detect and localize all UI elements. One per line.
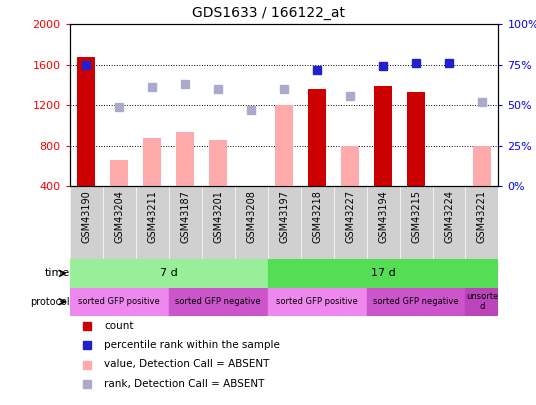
Text: rank, Detection Call = ABSENT: rank, Detection Call = ABSENT [104, 379, 264, 389]
Bar [70, 259, 267, 288]
Bar [267, 186, 301, 259]
Text: count: count [104, 321, 133, 330]
Text: protocol: protocol [30, 297, 70, 307]
Text: GSM43218: GSM43218 [312, 190, 322, 243]
Bar [77, 57, 95, 186]
Text: unsorte
d: unsorte d [466, 292, 498, 311]
Text: value, Detection Call = ABSENT: value, Detection Call = ABSENT [104, 360, 270, 369]
Bar [103, 186, 136, 259]
Text: GSM43224: GSM43224 [444, 190, 454, 243]
Text: GSM43221: GSM43221 [477, 190, 487, 243]
Bar [308, 89, 326, 186]
Bar [333, 186, 367, 259]
Bar [465, 288, 498, 316]
Bar [169, 288, 267, 316]
Text: GSM43190: GSM43190 [81, 190, 91, 243]
Bar [341, 146, 359, 186]
Text: GSM43215: GSM43215 [411, 190, 421, 243]
Text: time: time [44, 269, 70, 278]
Text: 7 d: 7 d [160, 269, 177, 278]
Text: GSM43187: GSM43187 [180, 190, 190, 243]
Text: GSM43201: GSM43201 [213, 190, 223, 243]
Bar [267, 259, 498, 288]
Bar [70, 186, 103, 259]
Text: sorted GFP negative: sorted GFP negative [373, 297, 459, 306]
Bar [301, 186, 333, 259]
Bar [169, 186, 202, 259]
Text: GSM43194: GSM43194 [378, 190, 388, 243]
Text: GSM43227: GSM43227 [345, 190, 355, 243]
Bar [143, 138, 161, 186]
Bar [275, 105, 293, 186]
Bar [136, 186, 169, 259]
Text: GSM43204: GSM43204 [114, 190, 124, 243]
Bar [473, 146, 491, 186]
Text: sorted GFP positive: sorted GFP positive [78, 297, 160, 306]
Text: 17 d: 17 d [371, 269, 396, 278]
Bar [209, 140, 227, 186]
Bar [433, 186, 465, 259]
Text: percentile rank within the sample: percentile rank within the sample [104, 340, 280, 350]
Bar [235, 186, 267, 259]
Bar [202, 186, 235, 259]
Text: GSM43197: GSM43197 [279, 190, 289, 243]
Bar [374, 86, 392, 186]
Bar [70, 288, 169, 316]
Bar [465, 186, 498, 259]
Bar [367, 186, 399, 259]
Bar [176, 132, 194, 186]
Text: sorted GFP positive: sorted GFP positive [276, 297, 358, 306]
Bar [367, 288, 465, 316]
Bar [399, 186, 433, 259]
Text: GSM43211: GSM43211 [147, 190, 157, 243]
Bar [110, 160, 128, 186]
Bar [267, 288, 367, 316]
Text: GDS1633 / 166122_at: GDS1633 / 166122_at [191, 6, 345, 20]
Text: sorted GFP negative: sorted GFP negative [175, 297, 261, 306]
Text: GSM43208: GSM43208 [246, 190, 256, 243]
Bar [407, 92, 425, 186]
